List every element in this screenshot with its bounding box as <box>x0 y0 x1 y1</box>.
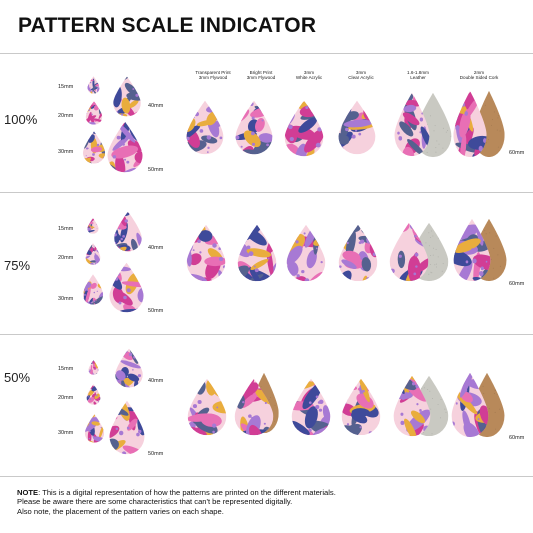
drop-15mm <box>87 218 99 234</box>
drop-leather-front <box>393 92 431 157</box>
drop-50mm <box>108 400 146 455</box>
size-label-30mm: 30mm <box>58 430 74 436</box>
size-label-60mm: 60mm <box>509 435 525 441</box>
drop-30mm <box>82 131 106 164</box>
drop-30mm <box>82 274 104 305</box>
size-label-20mm: 20mm <box>58 255 74 261</box>
size-label-15mm: 15mm <box>58 84 74 90</box>
drop-30mm <box>84 414 105 443</box>
drop-15mm <box>88 360 99 375</box>
drop-clear-acrylic <box>337 100 377 155</box>
drop-white-acrylic <box>290 378 332 436</box>
drop-bright-print <box>233 378 275 436</box>
drop-20mm <box>85 243 101 265</box>
header-clear-acrylic: 3mm Clear Acrylic <box>348 70 374 81</box>
drop-transparent-print <box>185 100 225 155</box>
drop-transparent-print <box>185 224 227 282</box>
drop-50mm <box>106 121 144 173</box>
drop-cork-front <box>450 372 490 438</box>
divider-bottom <box>0 476 533 477</box>
header-white-acrylic: 3mm White Acrylic <box>295 70 323 81</box>
size-label-60mm: 60mm <box>509 150 525 156</box>
drop-20mm <box>85 101 103 125</box>
note-block: NOTE: This is a digital representation o… <box>17 488 336 516</box>
size-label-20mm: 20mm <box>58 113 74 119</box>
note-line-3: Also note, the placement of the pattern … <box>17 506 224 516</box>
drop-clear-acrylic <box>340 378 382 436</box>
drop-50mm <box>108 262 145 313</box>
drop-white-acrylic <box>285 224 327 282</box>
drop-bright-print <box>234 100 274 155</box>
drop-clear-acrylic <box>337 224 379 282</box>
scale-label-50: 50% <box>4 370 31 385</box>
size-label-30mm: 30mm <box>58 296 74 302</box>
size-label-20mm: 20mm <box>58 395 74 401</box>
drop-15mm <box>87 76 100 94</box>
note-line-2: Please be aware there are some character… <box>17 497 293 507</box>
drop-40mm <box>114 348 144 388</box>
divider-2 <box>0 334 533 335</box>
size-label-15mm: 15mm <box>58 366 74 372</box>
size-label-15mm: 15mm <box>58 226 74 232</box>
drop-transparent-print <box>186 378 228 436</box>
header-bright-print: Bright Print 3mm Flywood <box>246 70 276 81</box>
header-transparent-print: Transparent Print 3mm Flywood <box>195 70 231 81</box>
drop-cork-front <box>452 218 492 282</box>
size-label-60mm: 60mm <box>509 281 525 287</box>
size-label-50mm: 50mm <box>148 451 164 457</box>
size-label-40mm: 40mm <box>148 103 164 109</box>
drop-20mm <box>86 384 101 405</box>
header-cork: 2mm Double Sided Cork <box>459 70 499 81</box>
drop-cork-front <box>452 90 488 158</box>
header-leather: 1.6-1.8mm Leather <box>407 70 429 81</box>
drop-40mm <box>113 211 143 252</box>
drop-white-acrylic <box>283 100 325 157</box>
scale-label-100: 100% <box>4 112 38 127</box>
note-line-1: NOTE: This is a digital representation o… <box>17 488 336 497</box>
size-label-40mm: 40mm <box>148 245 164 251</box>
scale-label-75: 75% <box>4 258 31 273</box>
size-label-30mm: 30mm <box>58 149 74 155</box>
size-label-40mm: 40mm <box>148 378 164 384</box>
drop-40mm <box>112 76 142 117</box>
drop-leather-front <box>392 375 432 437</box>
drop-bright-print <box>236 224 278 282</box>
size-label-50mm: 50mm <box>148 167 164 173</box>
divider-1 <box>0 192 533 193</box>
drop-leather-front <box>388 222 430 282</box>
divider-top <box>0 53 533 54</box>
page-title: PATTERN SCALE INDICATOR <box>18 14 317 37</box>
size-label-50mm: 50mm <box>148 308 164 314</box>
